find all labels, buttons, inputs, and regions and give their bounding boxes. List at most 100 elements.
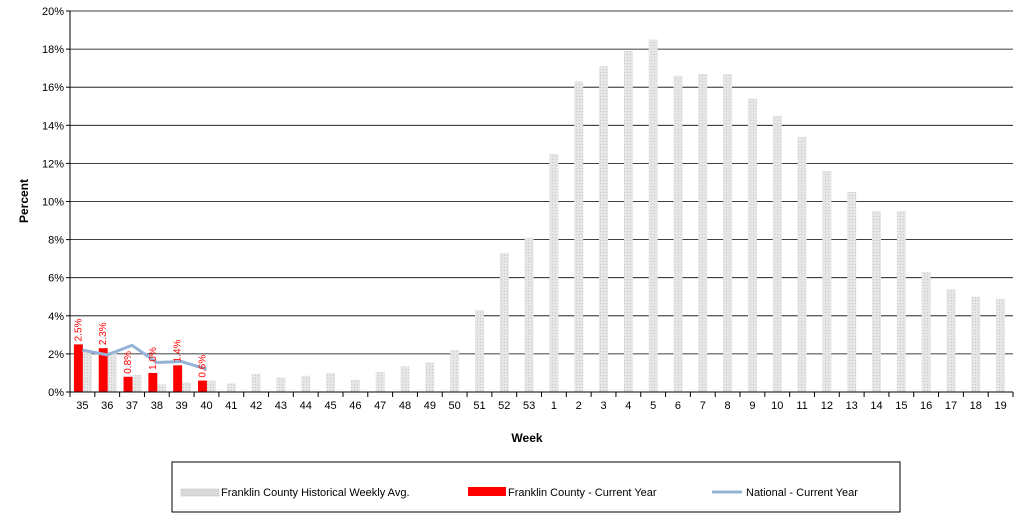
historical-bar bbox=[107, 351, 117, 392]
legend-swatch-current bbox=[468, 487, 506, 496]
y-tick-label: 14% bbox=[42, 120, 64, 132]
x-tick-label: 41 bbox=[225, 400, 237, 412]
historical-bar bbox=[872, 211, 881, 392]
historical-bar bbox=[82, 350, 92, 392]
legend-label-national: National - Current Year bbox=[746, 487, 858, 499]
x-tick-label: 37 bbox=[126, 400, 138, 412]
x-tick-label: 38 bbox=[151, 400, 163, 412]
y-axis-title: Percent bbox=[17, 179, 31, 223]
historical-bar bbox=[206, 380, 216, 392]
x-tick-label: 15 bbox=[895, 400, 907, 412]
data-label: 0.8% bbox=[123, 351, 134, 374]
legend-box bbox=[171, 461, 901, 513]
legend: Franklin County Historical Weekly Avg. F… bbox=[171, 461, 901, 513]
x-tick-labels: 35 36 37 38 39 40 41 42 43 44 45 46 47 48 49 50 51 52 53 1 2… bbox=[76, 400, 1006, 412]
national-line bbox=[82, 343, 207, 371]
x-tick-label: 18 bbox=[970, 400, 982, 412]
x-tick-label: 45 bbox=[324, 400, 336, 412]
x-tick-label: 40 bbox=[200, 400, 212, 412]
historical-bar bbox=[326, 372, 336, 392]
historical-bar bbox=[574, 81, 584, 393]
historical-bar bbox=[648, 39, 658, 392]
y-tick-label: 10% bbox=[42, 197, 64, 209]
historical-bar bbox=[301, 375, 311, 392]
historical-bar bbox=[698, 73, 708, 393]
historical-bar bbox=[673, 75, 683, 393]
x-tick-label: 53 bbox=[523, 400, 535, 412]
data-label: 1.4% bbox=[173, 339, 184, 362]
x-tick-label: 51 bbox=[473, 400, 485, 412]
x-tick-label: 36 bbox=[101, 400, 113, 412]
x-tick-label: 2 bbox=[576, 400, 582, 412]
y-tick-label: 12% bbox=[42, 158, 64, 170]
historical-bar bbox=[921, 271, 931, 392]
y-tick-labels: 0% 2% 4% 6% 8% 10% 12% 14% 16% 18% 20% bbox=[42, 6, 64, 399]
historical-bar bbox=[157, 384, 167, 392]
x-tick-label: 39 bbox=[176, 400, 188, 412]
legend-swatch-historical bbox=[180, 488, 220, 497]
historical-bar bbox=[350, 379, 360, 392]
x-tick-label: 19 bbox=[994, 400, 1006, 412]
x-tick-label: 8 bbox=[725, 400, 731, 412]
x-tick-label: 3 bbox=[600, 400, 606, 412]
historical-bars bbox=[82, 39, 1006, 393]
historical-bar bbox=[425, 362, 435, 392]
x-tick-label: 12 bbox=[821, 400, 833, 412]
historical-bar bbox=[450, 350, 460, 392]
x-tick-label: 7 bbox=[700, 400, 706, 412]
historical-bar bbox=[375, 371, 385, 392]
data-label: 0.6% bbox=[197, 355, 208, 378]
x-tick-label: 1 bbox=[551, 400, 557, 412]
historical-bar bbox=[182, 382, 192, 392]
national-line-path bbox=[82, 343, 207, 371]
current-year-bars bbox=[73, 344, 207, 392]
historical-bar bbox=[474, 310, 484, 392]
x-tick-label: 49 bbox=[424, 400, 436, 412]
data-label: 1.0% bbox=[148, 347, 159, 370]
current-year-bar bbox=[148, 372, 158, 392]
historical-bar bbox=[896, 211, 906, 392]
current-year-bar bbox=[173, 365, 183, 392]
historical-bar bbox=[132, 374, 142, 392]
historical-bar bbox=[276, 377, 286, 392]
historical-bar bbox=[251, 373, 261, 392]
x-tick-label: 35 bbox=[76, 400, 88, 412]
current-year-bar bbox=[98, 348, 108, 392]
x-tick-label: 17 bbox=[945, 400, 957, 412]
y-tick-label: 20% bbox=[42, 6, 64, 18]
gridlines bbox=[66, 10, 1013, 393]
y-tick-label: 2% bbox=[48, 349, 64, 361]
legend-label-historical: Franklin County Historical Weekly Avg. bbox=[221, 487, 410, 499]
current-year-bar bbox=[123, 376, 133, 392]
data-label: 2.5% bbox=[73, 318, 84, 341]
historical-bar bbox=[772, 115, 782, 393]
historical-bar bbox=[400, 366, 410, 392]
x-tick-label: 6 bbox=[675, 400, 681, 412]
x-tick-label: 52 bbox=[498, 400, 510, 412]
x-tick-label: 16 bbox=[920, 400, 932, 412]
x-tick-label: 13 bbox=[846, 400, 858, 412]
x-tick-label: 46 bbox=[349, 400, 361, 412]
x-tick-label: 5 bbox=[650, 400, 656, 412]
historical-bar bbox=[797, 136, 807, 392]
historical-bar bbox=[847, 191, 857, 392]
historical-bar bbox=[549, 153, 559, 392]
x-tick-label: 50 bbox=[449, 400, 461, 412]
axes bbox=[69, 11, 1014, 397]
y-tick-label: 6% bbox=[48, 273, 64, 285]
historical-bar bbox=[524, 237, 534, 392]
x-tick-label: 11 bbox=[796, 400, 807, 412]
x-tick-label: 43 bbox=[275, 400, 287, 412]
historical-bar bbox=[971, 296, 981, 392]
x-tick-label: 42 bbox=[250, 400, 262, 412]
data-label: 2.3% bbox=[98, 322, 109, 345]
x-tick-label: 14 bbox=[870, 400, 882, 412]
x-tick-label: 9 bbox=[749, 400, 755, 412]
y-tick-label: 18% bbox=[42, 44, 64, 56]
x-tick-label: 10 bbox=[771, 400, 783, 412]
historical-bar bbox=[599, 66, 609, 393]
y-tick-label: 4% bbox=[48, 311, 64, 323]
historical-bar bbox=[822, 171, 832, 392]
historical-bar bbox=[226, 383, 236, 392]
